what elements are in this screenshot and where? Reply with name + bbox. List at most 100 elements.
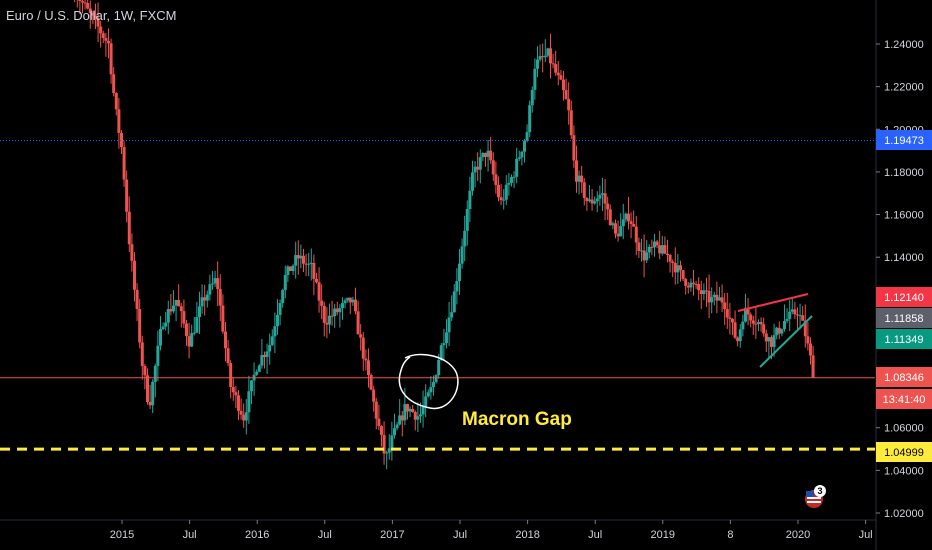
- candle: [299, 244, 303, 269]
- candle: [535, 46, 539, 78]
- candle: [512, 171, 516, 188]
- candle: [715, 281, 719, 314]
- candle-body: [637, 242, 641, 251]
- candle: [164, 312, 168, 331]
- candle: [145, 368, 149, 405]
- candle-body: [205, 294, 209, 301]
- candle-body: [325, 322, 329, 325]
- candle: [663, 236, 667, 254]
- candle: [151, 379, 155, 414]
- candle: [223, 322, 227, 362]
- candle-body: [782, 321, 786, 330]
- candle: [252, 362, 256, 396]
- candle: [481, 152, 485, 162]
- candle: [546, 47, 550, 58]
- candle: [171, 290, 175, 314]
- candle: [275, 299, 279, 335]
- candle-body: [473, 166, 477, 173]
- candle-body: [330, 315, 334, 317]
- candle-body: [595, 198, 599, 202]
- candle: [561, 70, 565, 101]
- candle: [478, 149, 482, 184]
- candle-body: [801, 315, 805, 321]
- candle: [130, 233, 134, 272]
- candle-body: [507, 182, 511, 185]
- candle-body: [598, 194, 602, 199]
- candle: [671, 259, 675, 278]
- candle-body: [125, 179, 129, 212]
- candle-body: [421, 407, 425, 415]
- candle: [624, 212, 628, 223]
- candle-body: [411, 408, 415, 412]
- candle: [496, 176, 500, 202]
- candle: [135, 283, 139, 322]
- candle-body: [764, 333, 768, 342]
- x-tick-label: Jul: [859, 529, 873, 541]
- candle: [231, 377, 235, 401]
- candle-body: [730, 318, 734, 323]
- y-tick-label: 1.04000: [884, 465, 924, 477]
- candle: [660, 235, 664, 256]
- x-tick-label: Jul: [318, 529, 332, 541]
- candle: [195, 301, 199, 334]
- candle: [790, 297, 794, 315]
- candle-body: [278, 303, 282, 315]
- y-tick-label: 1.14000: [884, 252, 924, 264]
- candle: [759, 317, 763, 332]
- x-tick-label: Jul: [183, 529, 197, 541]
- candle-body: [530, 89, 534, 106]
- candle: [642, 234, 646, 278]
- candle-body: [86, 3, 90, 9]
- candle: [203, 284, 207, 316]
- candle-body: [494, 174, 498, 185]
- resistance-trendline: [737, 293, 809, 312]
- candle-body: [717, 297, 721, 301]
- price-label: 1.12140: [876, 287, 932, 307]
- candle: [455, 268, 459, 305]
- candle: [707, 274, 711, 319]
- x-tick-label: Jul: [588, 529, 602, 541]
- candle: [205, 290, 209, 308]
- price-label-text: 1.04999: [884, 447, 924, 459]
- candle: [730, 317, 734, 336]
- support-trendline: [759, 315, 813, 368]
- candle-body: [382, 434, 386, 454]
- candle-body: [197, 306, 201, 318]
- candle: [736, 336, 740, 347]
- candle-body: [182, 311, 186, 324]
- candle-body: [785, 318, 789, 322]
- candle-body: [353, 299, 357, 312]
- candle-body: [210, 283, 214, 285]
- candle-body: [99, 26, 103, 34]
- candle-body: [288, 266, 292, 272]
- candle: [101, 30, 105, 44]
- candle: [811, 345, 815, 379]
- candle-body: [273, 326, 277, 337]
- candle: [632, 210, 636, 227]
- candle-body: [390, 435, 394, 449]
- candle-body: [216, 278, 220, 290]
- candle: [192, 317, 196, 336]
- candle: [340, 297, 344, 320]
- candle: [463, 215, 467, 262]
- candle-body: [720, 297, 724, 303]
- price-label-bg: [876, 442, 932, 462]
- candle-body: [460, 246, 464, 264]
- candle-body: [712, 294, 716, 298]
- candle-body: [249, 380, 253, 392]
- candle-body: [580, 175, 584, 183]
- candle: [603, 179, 607, 221]
- candle: [106, 28, 110, 59]
- candle-body: [808, 343, 812, 356]
- candle-body: [754, 323, 758, 325]
- candle-body: [140, 342, 144, 366]
- candle-body: [647, 246, 651, 253]
- candle: [491, 152, 495, 181]
- candle: [330, 300, 334, 326]
- candle-body: [312, 262, 316, 279]
- price-label: 1.08346: [876, 367, 932, 387]
- x-tick-label: 2015: [110, 529, 134, 541]
- candle-body: [187, 336, 191, 347]
- candle: [699, 280, 703, 310]
